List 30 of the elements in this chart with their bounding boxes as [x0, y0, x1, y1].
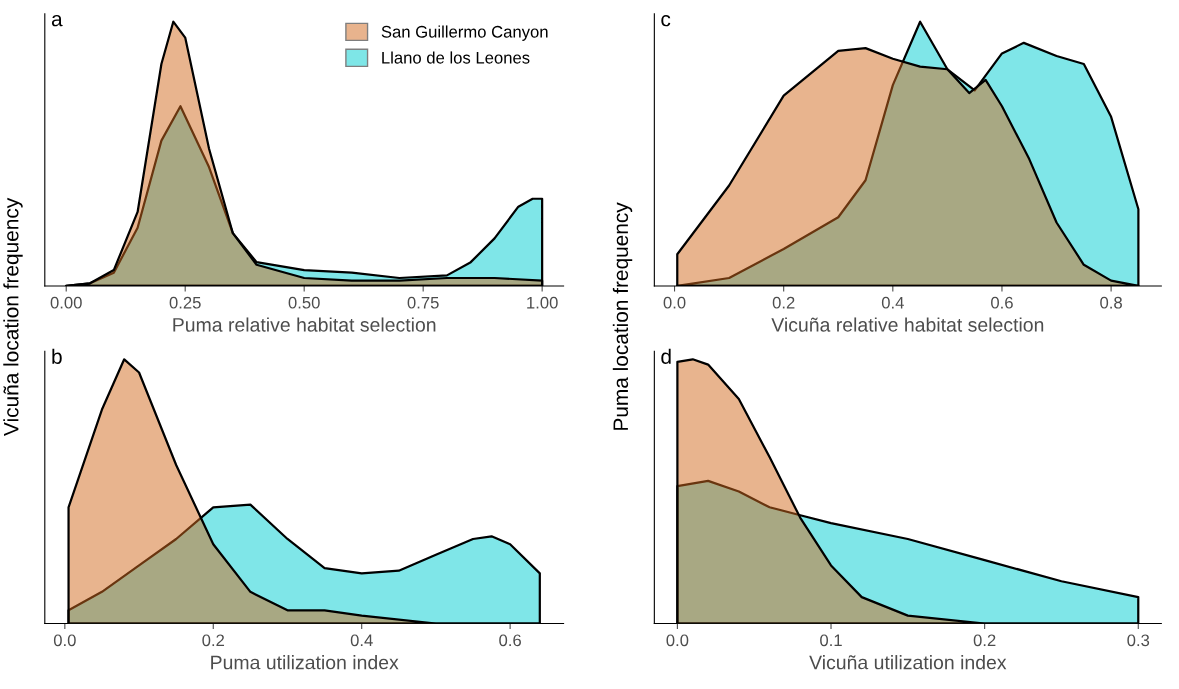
- x-tick-label: 0.8: [1100, 296, 1122, 309]
- x-tick-label: 0.2: [202, 634, 225, 647]
- x-tick-label: 0.6: [499, 634, 521, 647]
- x-tick-label: 0.50: [288, 296, 320, 309]
- x-axis-title: Vicuña utilization index: [809, 655, 1007, 670]
- x-tick-label: 0.75: [407, 296, 439, 309]
- x-tick-label: 0.3: [1127, 634, 1150, 647]
- x-axis-title: Vicuña relative habitat selection: [771, 317, 1044, 332]
- x-tick-label: 0.0: [666, 634, 689, 647]
- chart-title: d: [661, 348, 671, 364]
- chart-title: a: [51, 14, 63, 27]
- x-tick-label: 0.00: [50, 296, 82, 309]
- x-tick-label: 0.0: [663, 296, 686, 309]
- x-tick-label: 0.4: [350, 634, 373, 647]
- x-tick-label: 0.0: [53, 634, 76, 647]
- x-tick-label: 0.25: [169, 296, 201, 309]
- chart-title: c: [661, 14, 671, 27]
- x-axis-title: Puma utilization index: [211, 655, 399, 670]
- legend-label: San Guillermo Canyon: [381, 25, 548, 41]
- x-tick-label: 0.6: [991, 296, 1013, 309]
- x-tick-label: 1.00: [527, 296, 558, 309]
- x-tick-label: 0.4: [881, 296, 904, 309]
- x-tick-label: 0.1: [820, 634, 842, 647]
- chart-title: b: [52, 348, 62, 364]
- x-axis-title: Puma relative habitat selection: [173, 317, 436, 332]
- x-tick-label: 0.2: [772, 296, 795, 309]
- x-tick-label: 0.2: [973, 634, 996, 647]
- y-axis-title: Vicuña location frequency: [3, 197, 23, 436]
- y-axis-title: Puma location frequency: [612, 202, 633, 430]
- legend-label: Llano de los Leones: [382, 51, 530, 64]
